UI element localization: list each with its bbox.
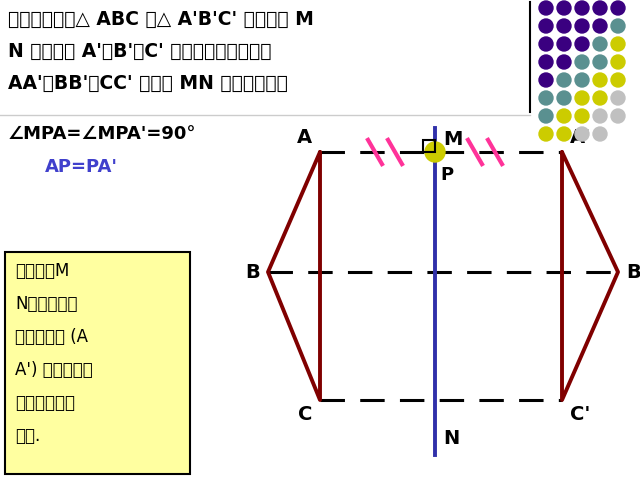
Circle shape [539, 127, 553, 141]
Circle shape [575, 127, 589, 141]
Circle shape [593, 19, 607, 33]
Circle shape [593, 73, 607, 87]
Circle shape [575, 91, 589, 105]
Circle shape [575, 1, 589, 15]
Text: A') 的中点，并: A') 的中点，并 [15, 361, 93, 379]
Text: ∠MPA=∠MPA'=90°: ∠MPA=∠MPA'=90° [8, 125, 196, 143]
Circle shape [611, 19, 625, 33]
Bar [5, 252, 190, 474]
Circle shape [611, 55, 625, 69]
Text: N: N [443, 429, 460, 448]
Text: 且垂直于这条: 且垂直于这条 [15, 394, 75, 412]
Circle shape [575, 73, 589, 87]
Circle shape [539, 91, 553, 105]
Circle shape [611, 109, 625, 123]
Circle shape [575, 55, 589, 69]
Text: 思考：如图，△ ABC 与△ A'B'C' 关于直线 M: 思考：如图，△ ABC 与△ A'B'C' 关于直线 M [8, 10, 314, 29]
Circle shape [611, 91, 625, 105]
Circle shape [557, 55, 571, 69]
Circle shape [557, 127, 571, 141]
Circle shape [557, 91, 571, 105]
Circle shape [539, 73, 553, 87]
Circle shape [539, 19, 553, 33]
Circle shape [539, 37, 553, 51]
Circle shape [593, 37, 607, 51]
Circle shape [593, 55, 607, 69]
Circle shape [557, 109, 571, 123]
Circle shape [539, 109, 553, 123]
Circle shape [539, 55, 553, 69]
Text: A': A' [570, 128, 591, 147]
Text: 线段.: 线段. [15, 427, 40, 445]
Circle shape [575, 109, 589, 123]
Circle shape [611, 1, 625, 15]
Circle shape [575, 19, 589, 33]
Circle shape [557, 37, 571, 51]
Circle shape [593, 127, 607, 141]
Text: 对称轴（M: 对称轴（M [15, 262, 69, 280]
Circle shape [593, 109, 607, 123]
Text: N）经过对称: N）经过对称 [15, 295, 77, 313]
Circle shape [611, 37, 625, 51]
Text: B: B [245, 263, 260, 281]
Text: M: M [443, 130, 462, 149]
Text: A: A [297, 128, 312, 147]
Text: B': B' [626, 263, 640, 281]
Text: C: C [298, 405, 312, 424]
Bar [423, 140, 435, 152]
Text: C': C' [570, 405, 590, 424]
Text: AA'，BB'，CC' 与直线 MN 有什么关系？: AA'，BB'，CC' 与直线 MN 有什么关系？ [8, 74, 288, 93]
Circle shape [539, 1, 553, 15]
Circle shape [557, 1, 571, 15]
Circle shape [425, 142, 445, 162]
Text: P: P [440, 166, 453, 184]
Circle shape [575, 37, 589, 51]
Circle shape [557, 73, 571, 87]
Text: AP=PA': AP=PA' [45, 158, 118, 176]
Text: N 对称，点 A'，B'，C' 对称点分别为？线段: N 对称，点 A'，B'，C' 对称点分别为？线段 [8, 42, 271, 61]
Text: 点所连线段 (A: 点所连线段 (A [15, 328, 88, 346]
Circle shape [611, 73, 625, 87]
Circle shape [593, 1, 607, 15]
Circle shape [557, 19, 571, 33]
Circle shape [593, 91, 607, 105]
